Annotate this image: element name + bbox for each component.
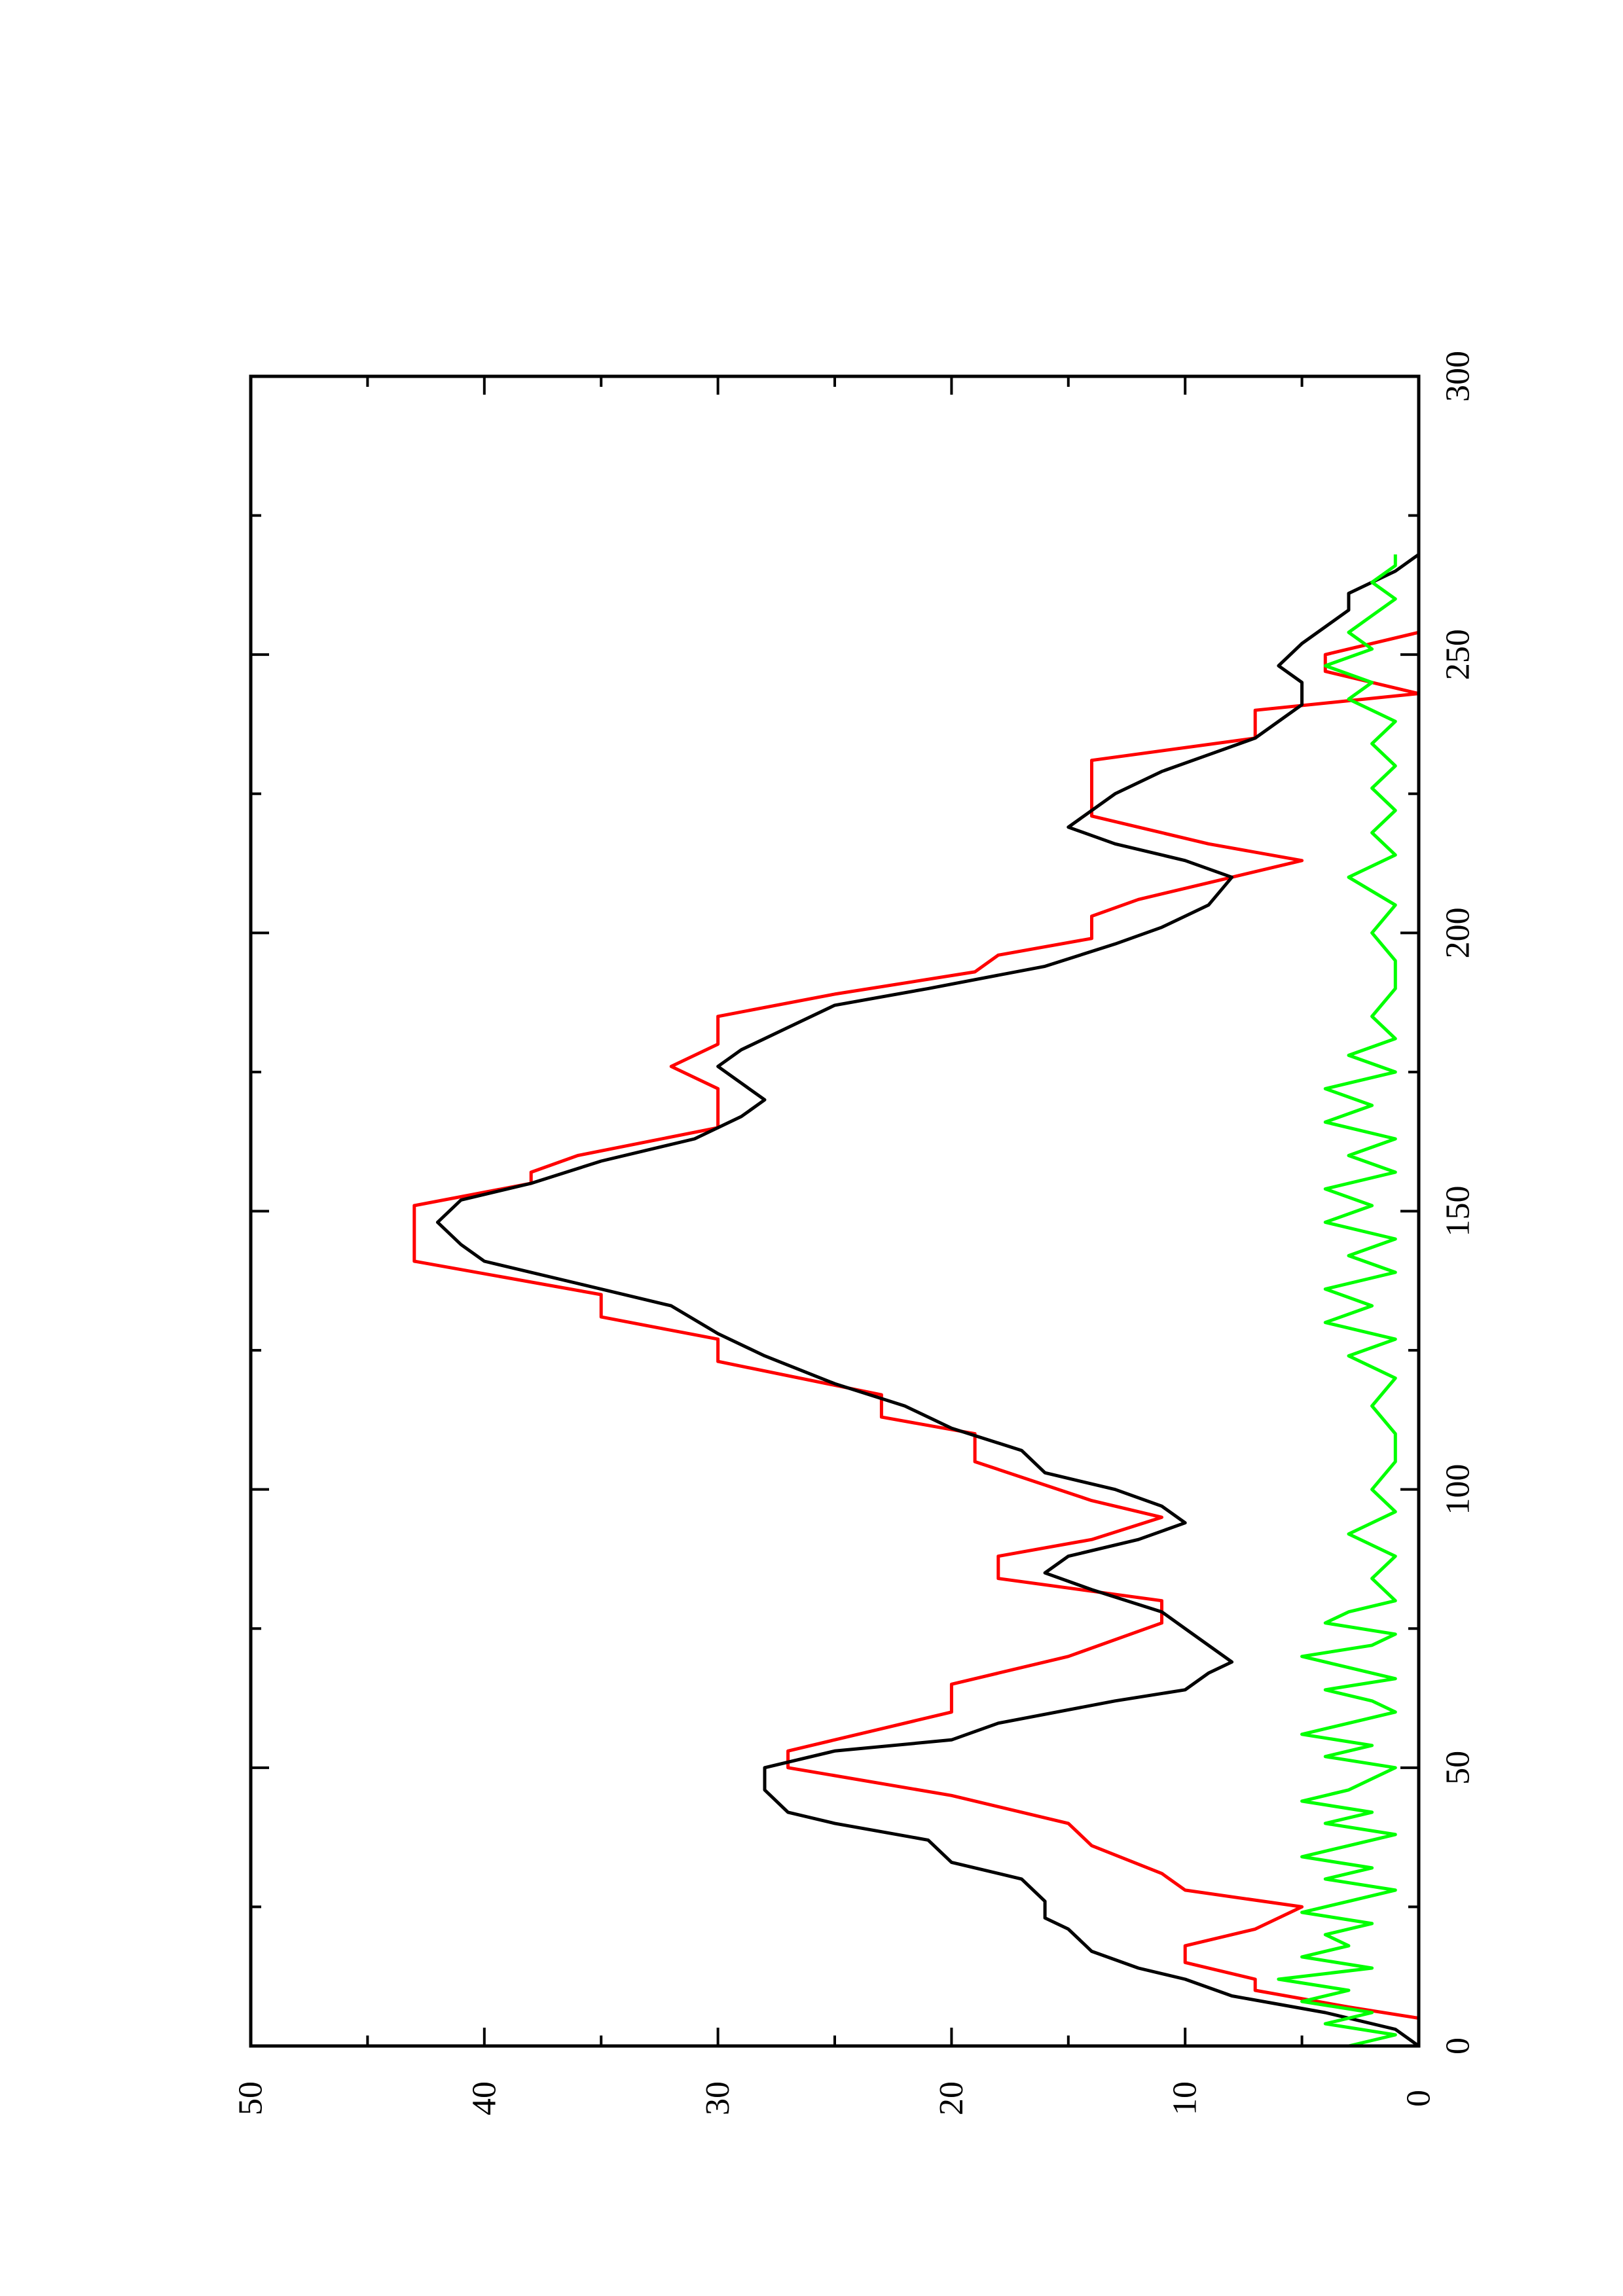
series-line-2	[435, 553, 1420, 2048]
y-tick-label: 40	[465, 2081, 503, 2115]
series-line-3	[1277, 554, 1397, 2048]
x-tick-label: 50	[1440, 1751, 1477, 1785]
x-tick-label: 200	[1440, 907, 1477, 958]
x-tick-label: 0	[1440, 2037, 1477, 2054]
plot-frame	[249, 374, 1421, 2048]
y-tick-label: 50	[232, 2081, 270, 2115]
x-tick-label: 100	[1440, 1464, 1477, 1515]
y-tick-label: 20	[933, 2081, 970, 2115]
x-tick-label: 150	[1440, 1186, 1477, 1237]
y-tick-label: 0	[1400, 2090, 1438, 2107]
y-tick-label: 30	[699, 2081, 737, 2115]
axis-ticks: 0 50 100 150 200 250 300 0 10 20 30 40 50	[232, 351, 1477, 2115]
y-tick-label: 10	[1167, 2081, 1204, 2115]
x-tick-label: 300	[1440, 351, 1477, 402]
x-tick-label: 250	[1440, 629, 1477, 680]
series-line-1	[412, 630, 1421, 2020]
plot-area	[412, 553, 1421, 2048]
